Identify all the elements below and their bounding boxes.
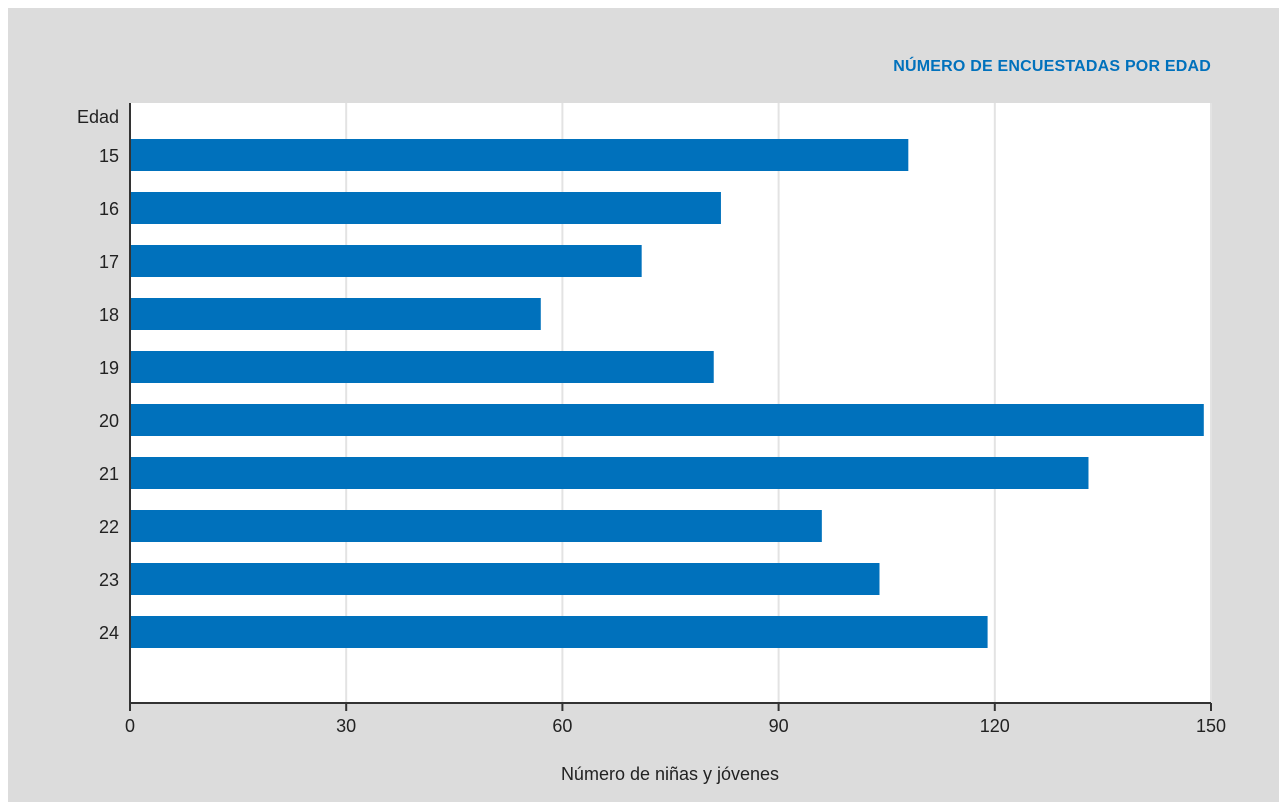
bar-22 bbox=[130, 510, 822, 542]
chart-title: NÚMERO DE ENCUESTADAS POR EDAD bbox=[893, 58, 1211, 75]
bar-20 bbox=[130, 404, 1204, 436]
y-tick-label: 21 bbox=[99, 464, 119, 484]
bar-18 bbox=[130, 298, 541, 330]
y-tick-labels: 15 16 17 18 19 20 21 22 23 24 bbox=[99, 146, 119, 643]
x-axis-label: Número de niñas y jóvenes bbox=[561, 764, 779, 784]
x-tick-label: 120 bbox=[980, 716, 1010, 736]
y-tick-label: 17 bbox=[99, 252, 119, 272]
x-tick-label: 150 bbox=[1196, 716, 1226, 736]
x-tick-label: 60 bbox=[552, 716, 572, 736]
y-axis-label: Edad bbox=[77, 107, 119, 127]
bar-16 bbox=[130, 192, 721, 224]
axes bbox=[129, 103, 1212, 711]
y-tick-label: 16 bbox=[99, 199, 119, 219]
bars bbox=[130, 139, 1204, 648]
bar-15 bbox=[130, 139, 909, 171]
x-tick-label: 0 bbox=[125, 716, 135, 736]
y-tick-label: 20 bbox=[99, 411, 119, 431]
bar-17 bbox=[130, 245, 642, 277]
x-tick-label: 90 bbox=[769, 716, 789, 736]
y-tick-label: 24 bbox=[99, 623, 119, 643]
bar-23 bbox=[130, 563, 880, 595]
bar-19 bbox=[130, 351, 714, 383]
y-tick-label: 18 bbox=[99, 305, 119, 325]
y-tick-label: 22 bbox=[99, 517, 119, 537]
bar-21 bbox=[130, 457, 1089, 489]
x-tick-label: 30 bbox=[336, 716, 356, 736]
bar-24 bbox=[130, 616, 988, 648]
x-tick-labels: 0 30 60 90 120 150 bbox=[125, 716, 1226, 736]
y-tick-label: 19 bbox=[99, 358, 119, 378]
y-tick-label: 15 bbox=[99, 146, 119, 166]
y-tick-label: 23 bbox=[99, 570, 119, 590]
